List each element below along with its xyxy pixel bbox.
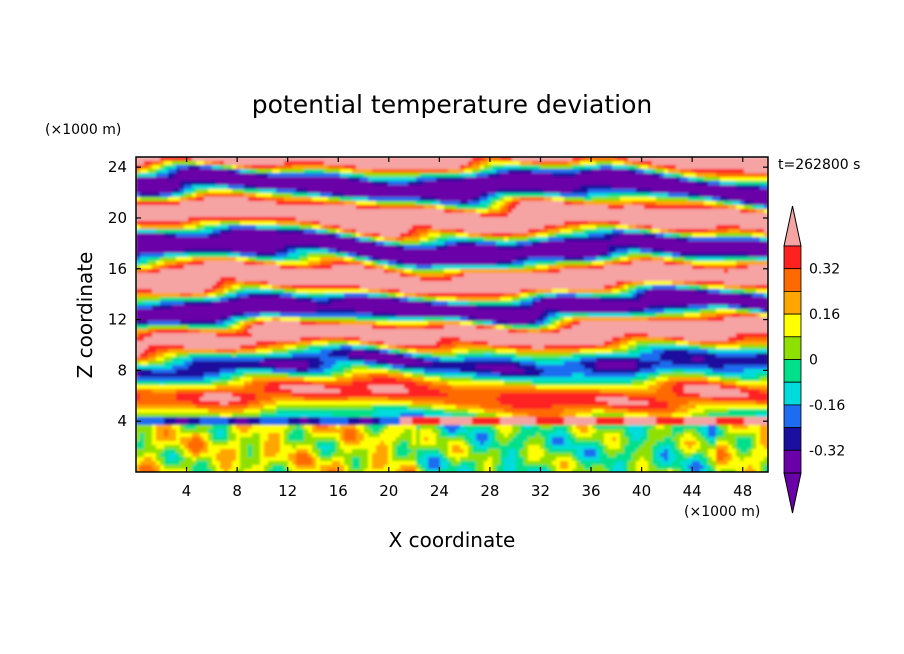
y-axis-unit: (×1000 m) [45,122,121,138]
colorbar-swatch [783,313,802,338]
x-tick-label: 32 [531,482,550,500]
x-axis-label: X coordinate [389,528,516,552]
x-tick-label: 40 [632,482,651,500]
colorbar-swatch [783,290,802,315]
x-tick-label: 28 [480,482,499,500]
y-tick-label: 4 [117,412,127,430]
y-tick-label: 12 [108,311,127,329]
y-tick-label: 16 [108,260,127,278]
y-tick-label: 20 [108,209,127,227]
plot-frame [135,156,769,473]
time-label: t=262800 s [778,157,860,173]
x-tick-label: 48 [733,482,752,500]
colorbar-label: 0 [809,353,818,369]
x-tick-label: 20 [379,482,398,500]
y-tick-label: 24 [108,158,127,176]
colorbar-swatch [783,359,802,383]
colorbar-label: -0.32 [809,443,845,459]
x-tick-label: 8 [232,482,242,500]
x-tick-label: 24 [430,482,449,500]
x-tick-label: 4 [182,482,192,500]
colorbar-label: 0.32 [809,262,840,278]
x-axis-unit: (×1000 m) [684,504,760,520]
colorbar-bottom-arrow [783,472,802,514]
colorbar-label: 0.16 [809,307,840,323]
x-tick-label: 36 [581,482,600,500]
chart-title: potential temperature deviation [252,90,652,119]
contour-field [136,157,768,472]
colorbar-label: -0.16 [809,398,845,414]
colorbar-swatch [783,381,802,406]
y-axis-label: Z coordinate [73,252,97,379]
x-tick-label: 44 [683,482,702,500]
x-tick-label: 12 [278,482,297,500]
y-tick-label: 8 [117,361,127,379]
colorbar-swatch [783,427,802,451]
colorbar-swatch [783,336,802,360]
colorbar-swatch [783,268,802,292]
colorbar-top-arrow [783,205,802,247]
colorbar-swatch [783,449,802,474]
colorbar: 0.32 0.16 0 -0.16 -0.32 [783,205,845,514]
colorbar-swatch [783,404,802,428]
colorbar-swatch [783,245,802,270]
x-tick-label: 16 [329,482,348,500]
